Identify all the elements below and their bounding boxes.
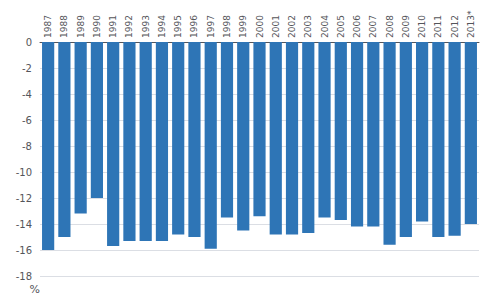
svg-text:2001: 2001 [271, 15, 281, 38]
svg-text:-18: -18 [16, 271, 32, 282]
svg-text:2007: 2007 [368, 15, 378, 38]
svg-text:2006: 2006 [352, 15, 362, 38]
svg-text:2011: 2011 [433, 15, 443, 38]
svg-text:2002: 2002 [287, 15, 297, 38]
svg-text:-10: -10 [16, 167, 32, 178]
svg-text:2004: 2004 [320, 15, 330, 38]
svg-text:2010: 2010 [417, 15, 427, 38]
svg-text:2000: 2000 [255, 15, 265, 38]
svg-text:1992: 1992 [124, 15, 134, 38]
svg-text:%: % [30, 283, 40, 296]
svg-text:1989: 1989 [76, 15, 86, 38]
svg-text:1997: 1997 [206, 15, 216, 38]
svg-text:1998: 1998 [222, 15, 232, 38]
svg-text:1990: 1990 [92, 15, 102, 38]
svg-text:0: 0 [26, 37, 32, 48]
svg-text:2005: 2005 [336, 15, 346, 38]
svg-text:1994: 1994 [157, 15, 167, 38]
svg-text:-14: -14 [16, 219, 32, 230]
svg-text:1988: 1988 [59, 15, 69, 38]
svg-text:1999: 1999 [238, 15, 248, 38]
svg-text:2003: 2003 [303, 15, 313, 38]
svg-text:-2: -2 [22, 63, 32, 74]
svg-text:2008: 2008 [385, 15, 395, 38]
svg-text:1991: 1991 [108, 15, 118, 38]
svg-text:1996: 1996 [189, 15, 199, 38]
svg-text:1995: 1995 [173, 15, 183, 38]
svg-text:2012: 2012 [450, 15, 460, 38]
svg-text:-16: -16 [16, 245, 32, 256]
svg-text:1987: 1987 [43, 15, 53, 38]
svg-text:2013*: 2013* [466, 10, 476, 38]
svg-text:-6: -6 [22, 115, 32, 126]
svg-text:-8: -8 [22, 141, 32, 152]
svg-text:-4: -4 [22, 89, 32, 100]
svg-text:1993: 1993 [141, 15, 151, 38]
svg-text:-12: -12 [16, 193, 32, 204]
svg-text:2009: 2009 [401, 15, 411, 38]
